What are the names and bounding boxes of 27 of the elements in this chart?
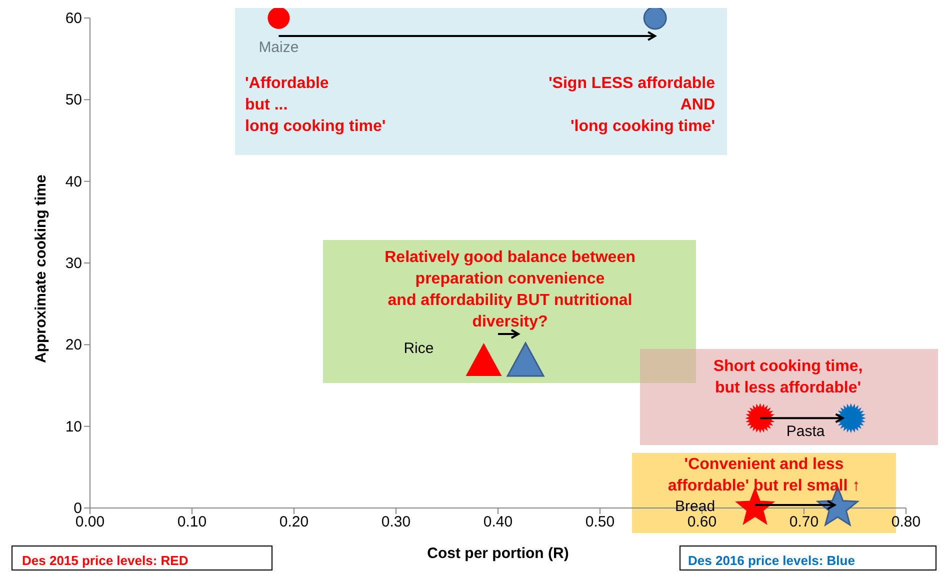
text: Rice (404, 340, 434, 357)
text: Des 2016 price levels: Blue (688, 553, 855, 568)
x-axis-title: Cost per portion (R) (427, 545, 569, 562)
annotation: Relatively good balance between preparation convenience and affordability BUT nutritional diversity? (384, 249, 636, 330)
series-label: Pasta (786, 423, 826, 440)
annotation: 'Sign LESS affordable AND 'long cooking time' (548, 75, 716, 135)
y-axis-title: Approximate cooking time (32, 174, 50, 363)
x-tick-label: 0.40 (483, 514, 513, 531)
series-label: Maize (258, 39, 299, 56)
y-tick-label: 10 (65, 418, 82, 436)
y-tick-label: 50 (65, 92, 82, 109)
series-label: Bread (675, 498, 716, 515)
annotation: 'Affordable but ... long cooking time' (245, 75, 386, 135)
annotation: 'Convenient and less affordable' but rel small ↑ (668, 456, 860, 494)
x-tick-label: 0.50 (585, 514, 615, 531)
text: Des 2015 price levels: RED (22, 553, 188, 568)
x-tick-label: 0.30 (381, 514, 411, 531)
y-tick-label: 20 (65, 336, 82, 354)
x-tick-label: 0.80 (891, 514, 921, 531)
x-tick-label: 0.60 (687, 514, 717, 531)
y-tick-label: 40 (65, 173, 82, 190)
y-tick-label: 30 (65, 255, 82, 272)
x-tick-label: 0.20 (279, 514, 309, 531)
annotation: Short cooking time, but less affordable' (713, 358, 863, 396)
x-tick-label: 0.70 (789, 514, 819, 531)
x-tick-label: 0.10 (177, 514, 207, 531)
y-tick-label: 60 (65, 10, 82, 27)
